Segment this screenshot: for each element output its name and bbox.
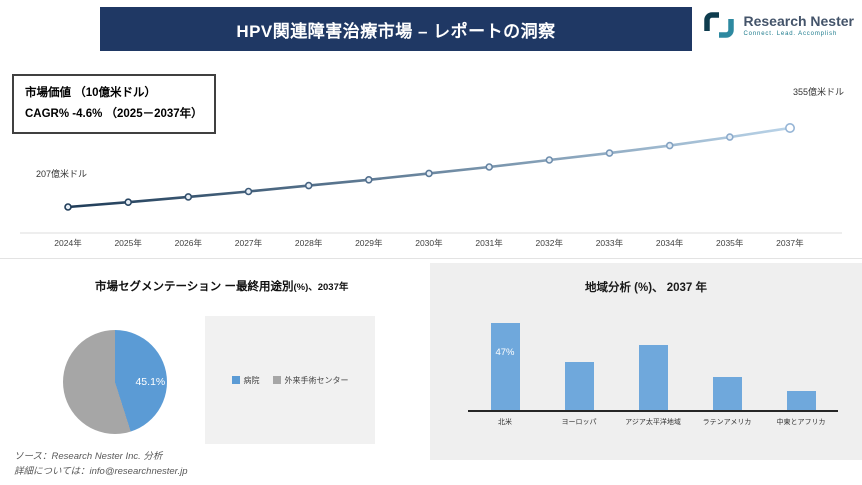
- line-end-value-label: 355億米ドル: [792, 87, 844, 97]
- line-point: [665, 141, 674, 150]
- x-axis-label: 2031年: [475, 238, 503, 248]
- x-axis-label: 2027年: [234, 238, 263, 248]
- line-point: [64, 203, 72, 211]
- source-line: ソース：Research Nester Inc. 分析: [14, 451, 163, 462]
- bar-category-label: 北米: [498, 419, 512, 426]
- line-point: [244, 187, 253, 196]
- segmentation-title-suffix: (%)、2037年: [293, 282, 349, 293]
- bar-0: 47%: [490, 323, 520, 410]
- trend-line: [67, 126, 791, 209]
- logo-name: Research Nester: [743, 13, 854, 29]
- legend-label: 外来手術センター: [284, 375, 349, 385]
- bar-slot: [764, 317, 838, 410]
- market-value-label: 市場価値 （10億米ドル）: [25, 87, 156, 99]
- segmentation-pie-chart: 45.1%: [63, 330, 167, 434]
- regional-bar-chart: 47%: [468, 317, 838, 412]
- market-value-box: 市場価値 （10億米ドル） CAGR% -4.6% （2025－2037年）: [12, 74, 216, 135]
- bar-3: [712, 377, 742, 410]
- bar-category-labels: 北米 ヨーロッパ アジア太平洋地域 ラテンアメリカ 中東とアフリカ: [468, 417, 838, 427]
- regional-analysis-title: 地域分析 (%)、 2037 年: [584, 282, 708, 294]
- contact-line: 詳細については：info@researchnester.jp: [14, 465, 188, 477]
- x-axis-label: 2030年: [415, 238, 443, 248]
- x-axis-label: 2029年: [355, 238, 383, 248]
- x-axis-labels: 2024年 2025年 2026年 2027年 2028年 2029年 2030年 2031年…: [51, 237, 807, 249]
- x-axis-label: 2035年: [716, 238, 744, 248]
- legend-swatch: [272, 376, 281, 384]
- line-point: [304, 181, 313, 190]
- line-point: [124, 198, 132, 206]
- legend-item: 病院: [231, 375, 260, 386]
- line-point: [425, 169, 433, 178]
- bar-slot: 47%: [468, 317, 542, 410]
- x-axis-label: 2033年: [595, 238, 624, 248]
- pie-data-label: 45.1%: [135, 376, 166, 388]
- line-point: [485, 163, 494, 171]
- bar-category-label: ヨーロッパ: [561, 419, 597, 426]
- line-markers: [64, 122, 795, 211]
- header-banner: HPV関連障害治療市場 – レポートの洞察: [100, 7, 692, 51]
- x-axis-label: 2026年: [174, 238, 203, 248]
- segmentation-title: 市場セグメンテーション ー最終用途別(%)、2037年: [95, 277, 348, 295]
- x-axis-label: 2024年: [54, 238, 82, 248]
- legend-label: 病院: [243, 375, 260, 385]
- research-nester-logo-icon: [704, 12, 735, 38]
- line-point: [725, 133, 734, 141]
- bar-2: [638, 345, 668, 410]
- regional-analysis-panel: 地域分析 (%)、 2037 年 47% 北米 ヨーロッパ アジア太平洋地域 ラテンア…: [430, 263, 862, 460]
- market-value-line-chart: [20, 122, 842, 234]
- legend-item: 外来手術センター: [272, 375, 349, 386]
- source-note: ソース：Research Nester Inc. 分析 詳細については：info…: [14, 450, 188, 479]
- cagr-label: CAGR% -4.6% （2025－2037年）: [25, 107, 203, 120]
- bar-category-label: ラテンアメリカ: [702, 419, 752, 426]
- bar-slot: [690, 317, 764, 410]
- research-nester-logo: Research Nester Connect. Lead. Accomplis…: [701, 10, 854, 40]
- x-axis-label: 2025年: [114, 238, 142, 248]
- x-axis-label: 2028年: [294, 238, 323, 248]
- x-axis-label: 2032年: [535, 238, 563, 248]
- bar-category-label: 中東とアフリカ: [776, 419, 826, 426]
- legend-swatch: [231, 376, 240, 384]
- pie-legend: 病院 外来手術センター: [205, 316, 375, 444]
- line-point: [605, 149, 614, 157]
- bar-4: [786, 391, 816, 410]
- line-point: [364, 176, 373, 184]
- page-title: HPV関連障害治療市場 – レポートの洞察: [236, 21, 556, 41]
- bar-category-label: アジア太平洋地域: [625, 419, 681, 426]
- x-axis-label: 2034年: [655, 238, 684, 248]
- segmentation-title-main: 市場セグメンテーション ー最終用途別: [95, 281, 294, 293]
- bar-slot: [542, 317, 616, 410]
- line-point: [545, 156, 554, 164]
- x-axis-label: 2037年: [776, 238, 804, 248]
- bar-slot: [616, 317, 690, 410]
- section-divider: [0, 258, 862, 259]
- line-point: [784, 122, 795, 133]
- line-point: [184, 193, 193, 201]
- logo-tagline: Connect. Lead. Accomplish: [743, 31, 838, 37]
- bar-data-label: 47%: [495, 347, 515, 358]
- line-start-value-label: 207億米ドル: [36, 169, 88, 179]
- bar-1: [564, 362, 594, 410]
